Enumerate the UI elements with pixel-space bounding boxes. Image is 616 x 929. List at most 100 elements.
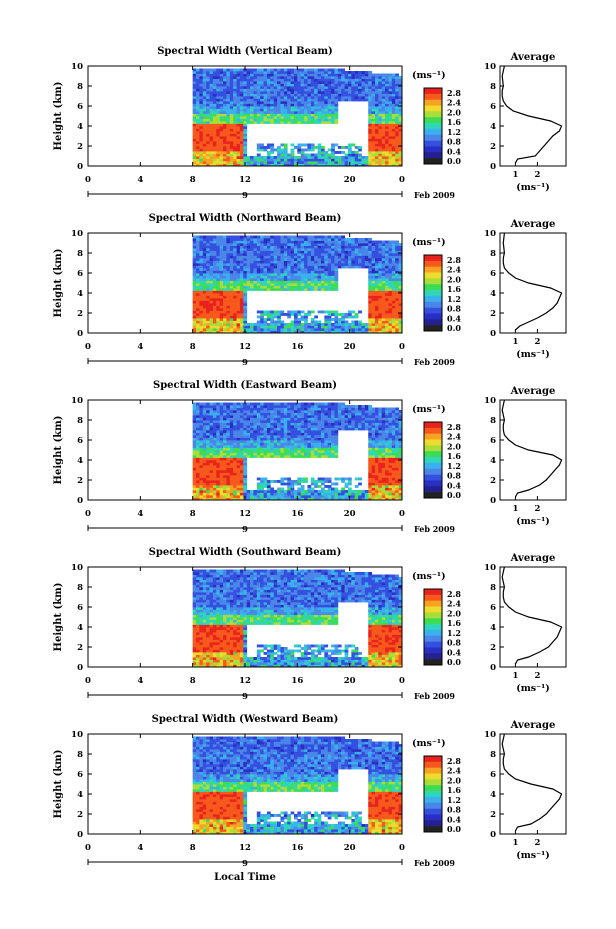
- heatmap-cell: [219, 328, 224, 331]
- heatmap-cell: [280, 108, 285, 112]
- heatmap-cell: [263, 288, 268, 291]
- heatmap-cell: [283, 325, 288, 329]
- heatmap-cell: [293, 283, 298, 286]
- heatmap-cell: [263, 78, 268, 82]
- heatmap-cell: [368, 243, 373, 246]
- heatmap-cell: [280, 68, 285, 72]
- heatmap-cell: [283, 263, 288, 266]
- heatmap-cell: [256, 315, 261, 319]
- heatmap-cell: [223, 68, 227, 72]
- heatmap-cell: [202, 470, 207, 473]
- heatmap-cell: [209, 485, 214, 488]
- colorbar-label: 2.8: [447, 88, 461, 98]
- heatmap-cell: [300, 106, 305, 109]
- heatmap-cell: [331, 328, 335, 331]
- heatmap-cell: [233, 432, 237, 436]
- heatmap-cell: [290, 263, 295, 266]
- heatmap-cell: [212, 415, 217, 418]
- heatmap-cell: [320, 91, 325, 94]
- heatmap-cell: [196, 258, 200, 261]
- heatmap-cell: [212, 250, 217, 254]
- heatmap-cell: [233, 113, 237, 117]
- heatmap-cell: [327, 88, 332, 92]
- heatmap-cell: [243, 258, 248, 261]
- heatmap-cell: [239, 308, 244, 311]
- heatmap-cell: [263, 88, 268, 92]
- heatmap-cell: [287, 81, 291, 84]
- heatmap-cell: [196, 472, 200, 476]
- heatmap-cell: [219, 243, 224, 246]
- heatmap-cell: [256, 248, 261, 251]
- heatmap-cell: [364, 265, 369, 269]
- heatmap-cell: [229, 133, 234, 137]
- heatmap-cell: [226, 452, 231, 456]
- heatmap-cell: [327, 270, 332, 274]
- heatmap-cell: [192, 460, 197, 463]
- heatmap-cell: [395, 98, 400, 102]
- heatmap-cell: [280, 118, 285, 122]
- heatmap-cell: [243, 278, 248, 281]
- heatmap-cell: [246, 260, 251, 264]
- heatmap-cell: [199, 146, 204, 149]
- heatmap-cell: [314, 250, 318, 254]
- heatmap-cell: [199, 290, 204, 294]
- heatmap-cell: [192, 265, 197, 269]
- heatmap-cell: [395, 93, 400, 97]
- heatmap-cell: [223, 161, 227, 164]
- heatmap-cell: [385, 258, 389, 261]
- heatmap-cell: [236, 313, 241, 316]
- heatmap-cell: [378, 270, 383, 274]
- heatmap-cell: [216, 288, 221, 291]
- heatmap-cell: [226, 295, 231, 299]
- heatmap-cell: [196, 323, 200, 326]
- heatmap-cell: [219, 81, 224, 84]
- heatmap-cell: [212, 106, 217, 109]
- heatmap-cell: [320, 71, 325, 74]
- heatmap-cell: [361, 323, 366, 326]
- heatmap-cell: [199, 248, 204, 251]
- heatmap-cell: [199, 275, 204, 279]
- heatmap-cell: [223, 300, 227, 304]
- heatmap-cell: [223, 330, 227, 334]
- heatmap-cell: [239, 470, 244, 473]
- heatmap-cell: [327, 78, 332, 82]
- heatmap-cell: [192, 457, 197, 461]
- heatmap-cell: [219, 447, 224, 451]
- heatmap-cell: [358, 146, 362, 149]
- heatmap-cell: [216, 450, 221, 453]
- heatmap-cell: [223, 447, 227, 451]
- heatmap-cell: [212, 318, 217, 321]
- heatmap-cell: [239, 121, 244, 124]
- heatmap-cell: [256, 245, 261, 249]
- heatmap-cell: [304, 86, 308, 89]
- heatmap-cell: [314, 258, 318, 261]
- heatmap-cell: [223, 318, 227, 321]
- heatmap-cell: [229, 442, 234, 446]
- heatmap-cell: [307, 313, 312, 316]
- heatmap-cell: [354, 258, 359, 261]
- heatmap-cell: [320, 78, 325, 82]
- heatmap-cell: [283, 116, 288, 119]
- heatmap-cell: [256, 268, 261, 271]
- heatmap-cell: [354, 93, 359, 97]
- heatmap-cell: [297, 258, 302, 261]
- heatmap-cell: [246, 98, 251, 102]
- heatmap-cell: [334, 280, 339, 284]
- heatmap-cell: [331, 83, 335, 87]
- heatmap-cell: [344, 260, 349, 264]
- heatmap-cell: [219, 320, 224, 324]
- heatmap-cell: [256, 86, 261, 89]
- heatmap-cell: [212, 263, 217, 266]
- heatmap-cell: [199, 410, 204, 413]
- heatmap-cell: [327, 81, 332, 84]
- heatmap-cell: [277, 148, 281, 152]
- heatmap-cell: [196, 158, 200, 162]
- heatmap-cell: [314, 96, 318, 99]
- heatmap-cell: [263, 93, 268, 97]
- heatmap-cell: [395, 278, 400, 281]
- heatmap-cell: [344, 263, 349, 266]
- heatmap-cell: [209, 475, 214, 478]
- heatmap-cell: [219, 161, 224, 164]
- heatmap-cell: [324, 253, 329, 256]
- heatmap-cell: [223, 410, 227, 413]
